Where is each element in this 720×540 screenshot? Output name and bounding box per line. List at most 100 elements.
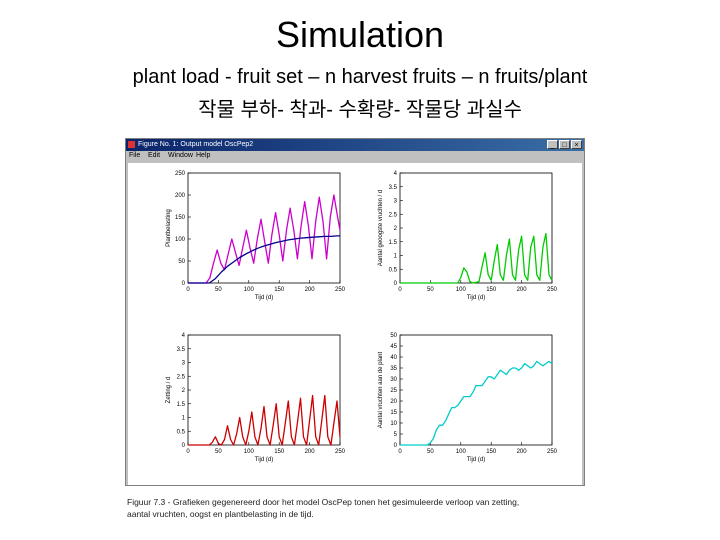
y-tick-label: 3 [182, 361, 186, 367]
y-tick-label: 0 [182, 443, 186, 449]
window-titlebar[interactable]: Figure No. 1: Output model OscPep2 _ □ × [126, 139, 584, 151]
x-axis-label: Tijd (d) [467, 457, 485, 463]
window-controls: _ □ × [547, 140, 582, 150]
y-tick-label: 2 [394, 226, 398, 232]
y-tick-label: 1.5 [177, 402, 186, 408]
menu-bar: File Edit Window Help [126, 151, 584, 161]
x-tick-label: 250 [335, 287, 346, 293]
subplot-3: 0 50 100 150 200 250 0 0.5 1 1.5 2 2.5 3 3.5 4 Tijd (d)… [166, 333, 346, 463]
y-tick-label: 3.5 [177, 347, 186, 353]
series-line-1 [188, 194, 341, 284]
x-tick-label: 50 [427, 449, 434, 455]
maximize-button[interactable]: □ [559, 140, 570, 149]
y-tick-label: 2.5 [177, 374, 186, 380]
figure-caption: Figuur 7.3 - Grafieken gegenereerd door … [127, 496, 597, 520]
menu-window[interactable]: Window [168, 152, 193, 159]
minimize-button[interactable]: _ [547, 140, 558, 149]
x-tick-label: 150 [486, 449, 497, 455]
y-tick-label: 250 [175, 171, 186, 177]
menu-help[interactable]: Help [196, 152, 211, 159]
x-tick-label: 50 [215, 449, 222, 455]
x-tick-label: 0 [398, 287, 402, 293]
series-line-1 [188, 394, 341, 446]
y-tick-label: 30 [390, 377, 397, 383]
x-tick-label: 200 [517, 449, 528, 455]
y-tick-label: 50 [390, 333, 397, 339]
y-tick-label: 0 [394, 443, 398, 449]
y-tick-label: 15 [390, 410, 397, 416]
y-tick-label: 0.5 [389, 267, 398, 273]
figure-canvas: 0 50 100 150 200 250 0 50 100 150 200 250 Tijd (d) Pl… [128, 163, 582, 485]
menu-file[interactable]: File [129, 152, 141, 159]
x-tick-label: 250 [547, 449, 558, 455]
y-tick-label: 150 [175, 215, 186, 221]
subplot-2: 0 50 100 150 200 250 0 0.5 1 1.5 2 2.5 3 3.5 4 Tijd (d)… [378, 171, 558, 301]
y-tick-label: 40 [390, 355, 397, 361]
x-tick-label: 200 [305, 449, 316, 455]
series-line-1 [400, 232, 553, 284]
axes-box [187, 334, 341, 446]
x-tick-label: 150 [486, 287, 497, 293]
figure-window: Figure No. 1: Output model OscPep2 _ □ ×… [125, 138, 585, 486]
y-tick-label: 20 [390, 399, 397, 405]
y-tick-label: 10 [390, 421, 397, 427]
x-tick-label: 250 [335, 449, 346, 455]
slide-subtitle-korean: 작물 부하- 착과- 수확량- 작물당 과실수 [198, 99, 522, 121]
x-tick-label: 50 [427, 287, 434, 293]
y-tick-label: 0.5 [177, 429, 186, 435]
caption-line-1: Figuur 7.3 - Grafieken gegenereerd door … [127, 497, 520, 507]
y-tick-label: 4 [394, 171, 398, 177]
slide-subtitle-english: plant load - fruit set – n harvest fruit… [132, 66, 588, 88]
y-axis-label: Aantal geoogste vruchten / d [378, 190, 384, 266]
x-axis-label: Tijd (d) [467, 295, 485, 301]
y-tick-label: 0 [182, 281, 186, 287]
x-axis-label: Tijd (d) [255, 295, 273, 301]
series-line-2 [188, 235, 340, 284]
x-tick-label: 150 [274, 449, 285, 455]
y-tick-label: 1 [182, 416, 186, 422]
x-tick-label: 100 [244, 287, 255, 293]
x-tick-label: 150 [274, 287, 285, 293]
x-tick-label: 0 [398, 449, 402, 455]
y-tick-label: 4 [182, 333, 186, 339]
axes-box [399, 172, 553, 284]
x-axis-label: Tijd (d) [255, 457, 273, 463]
x-tick-label: 100 [456, 287, 467, 293]
axes-box [399, 334, 553, 446]
x-tick-label: 0 [186, 449, 190, 455]
y-tick-label: 1 [394, 254, 398, 260]
y-tick-label: 3.5 [389, 185, 398, 191]
y-tick-label: 0 [394, 281, 398, 287]
subplot-1: 0 50 100 150 200 250 0 50 100 150 200 250 Tijd (d) Pl… [166, 171, 346, 301]
y-tick-label: 200 [175, 193, 186, 199]
y-tick-label: 100 [175, 237, 186, 243]
x-tick-label: 200 [517, 287, 528, 293]
figure-icon [128, 141, 135, 148]
subplot-4: 0 50 100 150 200 250 0 5 10 15 20 25 30 35 40 45 50 Tijd … [378, 333, 558, 463]
y-tick-label: 35 [390, 366, 397, 372]
y-axis-label: Plantbelasting [166, 209, 172, 247]
y-tick-label: 5 [394, 432, 398, 438]
series-line-1 [400, 360, 553, 446]
close-button[interactable]: × [571, 140, 582, 149]
x-tick-label: 250 [547, 287, 558, 293]
y-axis-label: Aantal vruchten aan de plant [378, 351, 384, 428]
x-tick-label: 100 [244, 449, 255, 455]
x-tick-label: 100 [456, 449, 467, 455]
caption-line-2: aantal vruchten, oogst en plantbelasting… [127, 509, 314, 519]
y-tick-label: 3 [394, 199, 398, 205]
y-tick-label: 1.5 [389, 240, 398, 246]
y-tick-label: 25 [390, 388, 397, 394]
y-tick-label: 2.5 [389, 212, 398, 218]
y-tick-label: 2 [182, 388, 186, 394]
x-tick-label: 200 [305, 287, 316, 293]
y-tick-label: 45 [390, 344, 397, 350]
x-tick-label: 0 [186, 287, 190, 293]
axes-box [187, 172, 341, 284]
x-tick-label: 50 [215, 287, 222, 293]
y-axis-label: Zetting / d [166, 377, 172, 404]
slide-title: Simulation [275, 14, 445, 55]
menu-edit[interactable]: Edit [148, 152, 161, 159]
y-tick-label: 50 [178, 259, 185, 265]
